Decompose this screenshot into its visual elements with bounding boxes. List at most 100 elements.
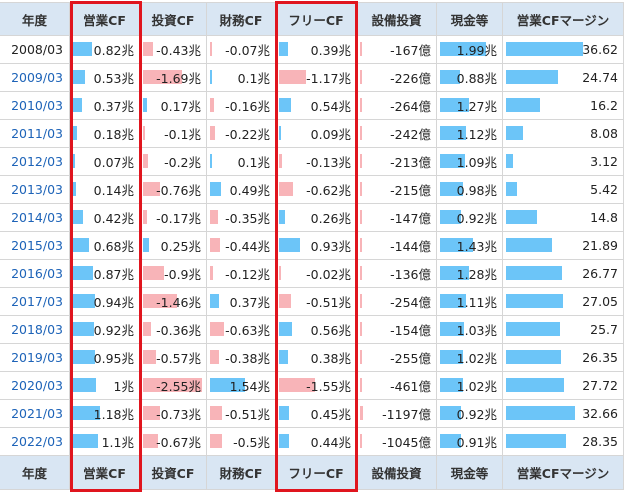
cell-value: 0.92兆 [456, 407, 497, 422]
header-text: 投資CF [151, 12, 195, 28]
cell-bar [506, 434, 566, 448]
year-link[interactable]: 2011/03 [11, 126, 63, 141]
cell-bar [279, 238, 301, 252]
cell-bar [279, 98, 292, 112]
value-cell: 1.43兆 [437, 232, 503, 260]
cell-value: -1.17兆 [306, 71, 351, 86]
cell-value: 1.27兆 [456, 99, 497, 114]
value-cell: 0.82兆 [70, 36, 140, 64]
value-cell: -0.57兆 [140, 344, 207, 372]
year-link[interactable]: 2022/03 [11, 434, 63, 449]
cell-bar [143, 266, 164, 280]
value-cell: 1.27兆 [437, 92, 503, 120]
cell-bar [210, 350, 219, 364]
cell-bar [143, 238, 149, 252]
year-cell: 2016/03 [0, 260, 70, 288]
cell-value: 1.18兆 [93, 407, 134, 422]
cell-bar [506, 406, 575, 420]
footer-text: 営業CFマージン [516, 466, 610, 481]
year-link[interactable]: 2013/03 [11, 182, 63, 197]
value-cell: -0.63兆 [207, 316, 276, 344]
year-link[interactable]: 2014/03 [11, 210, 63, 225]
year-link[interactable]: 2012/03 [11, 154, 63, 169]
value-cell: -461億 [357, 372, 437, 400]
cell-bar [73, 266, 93, 280]
cell-value: 1兆 [113, 379, 134, 394]
cell-bar [506, 238, 552, 252]
value-cell: -0.51兆 [207, 400, 276, 428]
value-cell: -0.62兆 [276, 176, 357, 204]
footer-text: 財務CF [219, 466, 263, 481]
year-link[interactable]: 2020/03 [11, 378, 63, 393]
cell-value: 3.12 [590, 154, 618, 169]
value-cell: 26.35 [503, 344, 624, 372]
year-cell: 2021/03 [0, 400, 70, 428]
cell-bar [73, 182, 77, 196]
year-link[interactable]: 2010/03 [11, 98, 63, 113]
year-cell: 2018/03 [0, 316, 70, 344]
header-cell: 設備投資 [357, 2, 437, 36]
header-text: 財務CF [219, 12, 263, 28]
cell-value: -0.73兆 [156, 407, 201, 422]
cell-value: -242億 [390, 127, 431, 142]
cell-bar [73, 210, 83, 224]
year-link[interactable]: 2018/03 [11, 322, 63, 337]
cell-value: -0.76兆 [156, 183, 201, 198]
cell-value: 0.39兆 [310, 43, 351, 58]
cell-value: 0.26兆 [310, 211, 351, 226]
cell-value: -0.17兆 [156, 211, 201, 226]
cell-value: 0.56兆 [310, 323, 351, 338]
year-link[interactable]: 2009/03 [11, 70, 63, 85]
cell-value: -0.2兆 [164, 155, 201, 170]
value-cell: 36.62 [503, 36, 624, 64]
value-cell: -2.55兆 [140, 372, 207, 400]
value-cell: -1.69兆 [140, 64, 207, 92]
header-cell: 投資CF [140, 2, 207, 36]
value-cell: 1.1兆 [70, 428, 140, 456]
cell-value: -1045億 [382, 435, 431, 450]
footer-cell: 年度 [0, 456, 70, 490]
cell-bar [143, 154, 148, 168]
cell-bar [360, 98, 362, 112]
value-cell: 0.92兆 [437, 400, 503, 428]
cell-bar [506, 70, 558, 84]
year-link[interactable]: 2021/03 [11, 406, 63, 421]
year-link[interactable]: 2016/03 [11, 266, 63, 281]
year-link[interactable]: 2015/03 [11, 238, 63, 253]
value-cell: -0.17兆 [140, 204, 207, 232]
value-cell: 28.35 [503, 428, 624, 456]
cell-value: -147億 [390, 211, 431, 226]
cell-bar [210, 70, 213, 84]
cell-bar [360, 42, 362, 56]
year-link[interactable]: 2017/03 [11, 294, 63, 309]
year-cell: 2012/03 [0, 148, 70, 176]
value-cell: 8.08 [503, 120, 624, 148]
cell-value: 5.42 [590, 182, 618, 197]
value-cell: 1.11兆 [437, 288, 503, 316]
cell-bar [279, 378, 315, 392]
cell-bar [506, 182, 518, 196]
cell-value: -144億 [390, 239, 431, 254]
cell-value: -0.38兆 [225, 351, 270, 366]
value-cell: 0.1兆 [207, 148, 276, 176]
value-cell: 32.66 [503, 400, 624, 428]
cell-bar [73, 378, 96, 392]
cell-bar [279, 266, 281, 280]
year-cell: 2013/03 [0, 176, 70, 204]
cell-value: -1197億 [382, 407, 431, 422]
cell-bar [360, 294, 362, 308]
value-cell: -213億 [357, 148, 437, 176]
cell-bar [360, 406, 363, 420]
highlight-box [275, 1, 358, 492]
footer-text: フリーCF [288, 466, 344, 481]
cell-bar [210, 210, 219, 224]
cell-bar [440, 182, 463, 196]
value-cell: -0.44兆 [207, 232, 276, 260]
year-link[interactable]: 2019/03 [11, 350, 63, 365]
cell-value: 1.99兆 [456, 43, 497, 58]
cell-value: -226億 [390, 71, 431, 86]
cell-bar [440, 154, 466, 168]
header-text: 営業CFマージン [516, 12, 610, 28]
value-cell: 27.72 [503, 372, 624, 400]
